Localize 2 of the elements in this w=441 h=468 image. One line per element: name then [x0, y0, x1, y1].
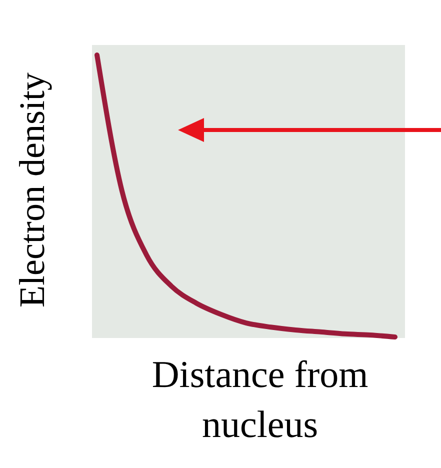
x-axis-title: Distance from nucleus	[150, 353, 370, 448]
y-axis-title: Electron density	[11, 72, 53, 308]
